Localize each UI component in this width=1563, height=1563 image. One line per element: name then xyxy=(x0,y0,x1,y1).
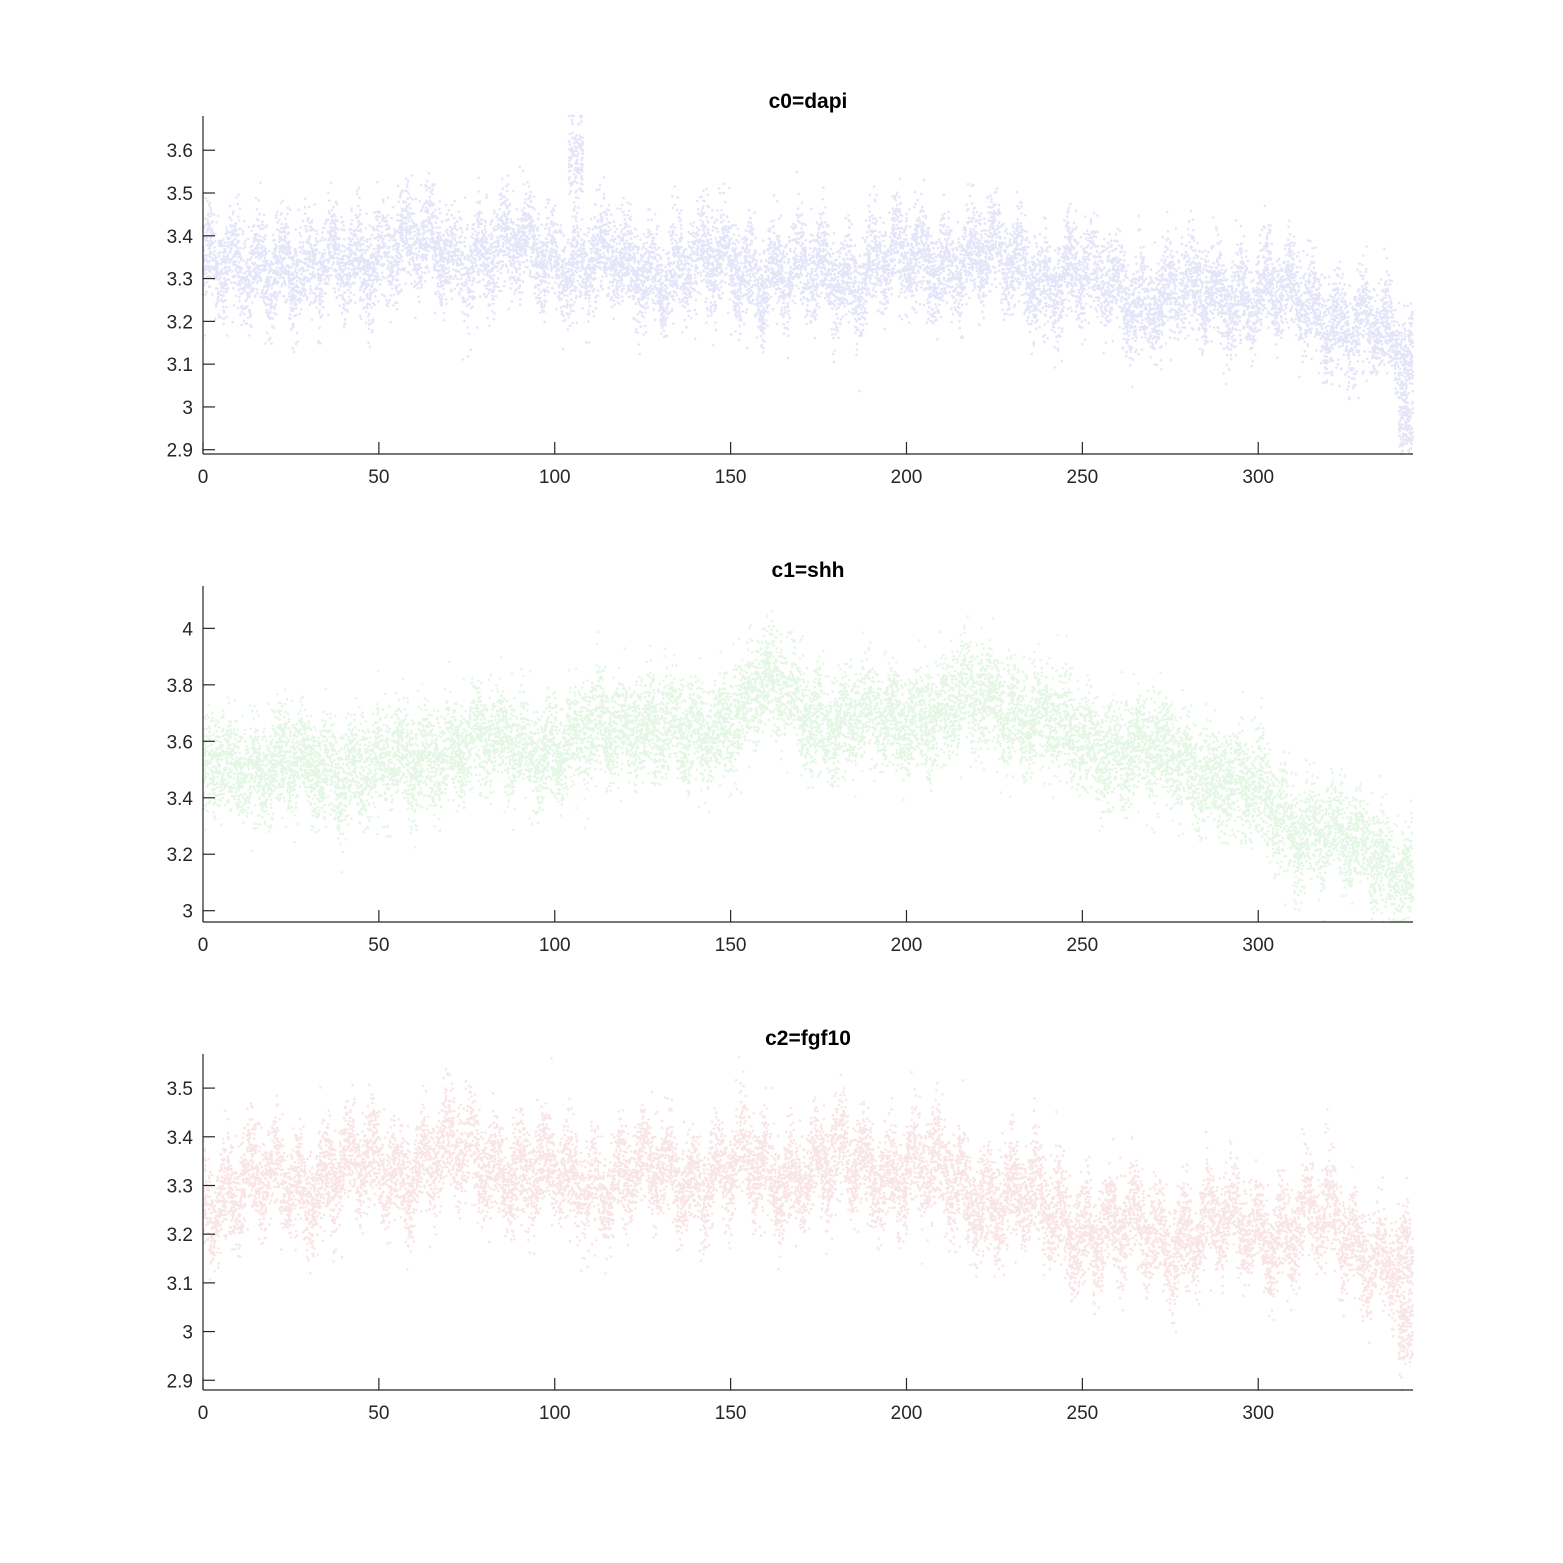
y-tick-label: 3.6 xyxy=(167,141,193,162)
y-tick-label: 3.4 xyxy=(167,227,194,248)
y-tick-label: 4 xyxy=(182,619,193,640)
y-tick-label: 3.3 xyxy=(167,270,193,291)
y-tick-label: 2.9 xyxy=(167,1371,193,1392)
scatter-points-c0 xyxy=(201,114,1415,456)
y-tick-label: 3 xyxy=(182,1323,193,1344)
y-tick-label: 3.1 xyxy=(167,1274,193,1295)
x-tick-label: 50 xyxy=(368,467,389,488)
y-tick-label: 3.6 xyxy=(167,732,193,753)
y-tick-label: 3 xyxy=(182,398,193,419)
axes-c2: 0 50 100 150 200 250 300 2.9 3 3.1 3.2 3.3 3.4 3.5 xyxy=(167,1054,1413,1424)
y-tick-label: 3.8 xyxy=(167,676,193,697)
x-tick-label: 250 xyxy=(1067,1403,1099,1424)
y-tick-label: 3.2 xyxy=(167,1225,193,1246)
y-tick-label: 3.5 xyxy=(167,1079,193,1100)
y-tick-label: 3.2 xyxy=(167,312,193,333)
panel-title-c1: c1=shh xyxy=(772,559,845,582)
y-tick-label: 3 xyxy=(182,902,193,923)
panel-c0-dapi: c0=dapi 0 50 100 150 200 250 300 2.9 3 3.1 3.2 3.3 3… xyxy=(167,90,1415,488)
panel-c1-shh: c1=shh 0 50 100 150 200 250 300 3 3.2 3.4 3.6 3.8 4 xyxy=(167,559,1415,956)
panel-title-c2: c2=fgf10 xyxy=(765,1027,851,1050)
panel-title-c0: c0=dapi xyxy=(769,90,848,113)
panel-c2-fgf10: c2=fgf10 0 50 100 150 200 250 300 2.9 3 3.1 3.2 3.3… xyxy=(167,1027,1415,1424)
x-tick-label: 100 xyxy=(539,1403,571,1424)
x-tick-label: 0 xyxy=(198,935,209,956)
y-tick-label: 2.9 xyxy=(167,441,193,462)
scatter-series-0 xyxy=(201,114,1415,456)
x-tick-label: 0 xyxy=(198,467,209,488)
x-tick-label: 250 xyxy=(1067,935,1099,956)
axes-c0: 0 50 100 150 200 250 300 2.9 3 3.1 3.2 3.3 3.4 3.5 3.6 xyxy=(167,116,1413,488)
x-tick-label: 300 xyxy=(1242,467,1274,488)
x-tick-label: 0 xyxy=(198,1403,209,1424)
x-tick-label: 150 xyxy=(715,935,747,956)
x-tick-label: 300 xyxy=(1242,935,1274,956)
y-tick-label: 3.1 xyxy=(167,355,193,376)
x-tick-label: 200 xyxy=(891,935,923,956)
x-tick-label: 150 xyxy=(715,467,747,488)
x-tick-label: 100 xyxy=(539,467,571,488)
y-tick-label: 3.4 xyxy=(167,1128,194,1149)
y-tick-label: 3.3 xyxy=(167,1176,193,1197)
x-tick-label: 50 xyxy=(368,935,389,956)
x-tick-label: 250 xyxy=(1067,467,1099,488)
y-tick-label: 3.5 xyxy=(167,184,193,205)
x-tick-label: 50 xyxy=(368,1403,389,1424)
x-tick-label: 300 xyxy=(1242,1403,1274,1424)
x-tick-label: 200 xyxy=(891,467,923,488)
axes-c1: 0 50 100 150 200 250 300 3 3.2 3.4 3.6 3.8 4 xyxy=(167,586,1413,956)
x-tick-label: 100 xyxy=(539,935,571,956)
x-tick-label: 200 xyxy=(891,1403,923,1424)
y-tick-label: 3.4 xyxy=(167,789,194,810)
x-tick-label: 150 xyxy=(715,1403,747,1424)
y-tick-label: 3.2 xyxy=(167,845,193,866)
